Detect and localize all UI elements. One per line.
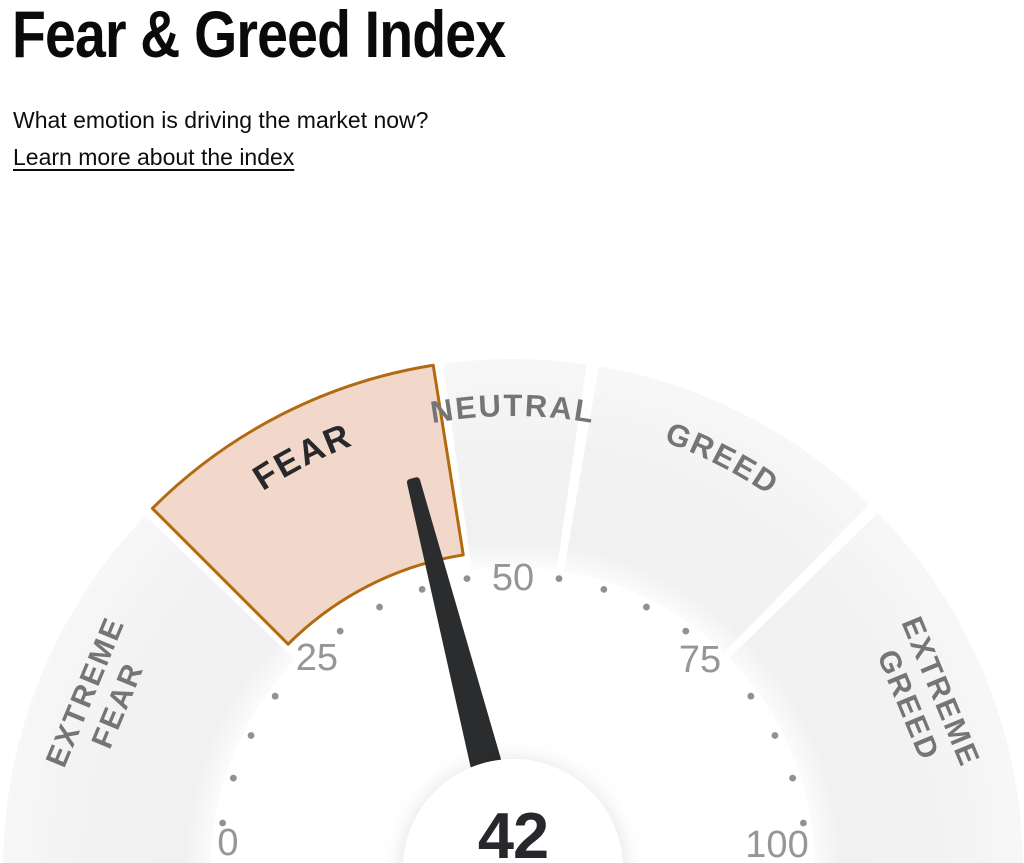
gauge-segment-extreme-greed	[729, 512, 1023, 863]
gauge-hub	[403, 759, 623, 863]
tick-dot	[219, 819, 227, 827]
tick-label-100: 100	[745, 824, 808, 863]
tick-dot	[682, 627, 690, 635]
tick-dot	[771, 732, 779, 739]
tick-dot	[747, 692, 755, 700]
tick-dot	[376, 603, 383, 611]
tick-dot	[789, 774, 797, 782]
tick-dot	[229, 774, 237, 782]
tick-dot	[799, 819, 807, 827]
gauge-value: 42	[478, 799, 548, 863]
tick-label-75: 75	[679, 639, 721, 681]
tick-dot	[418, 585, 426, 593]
gauge-segment-neutral	[443, 358, 587, 571]
gauge-segment-extreme-fear	[3, 515, 296, 863]
tick-label-50: 50	[492, 557, 534, 599]
tick-dot	[247, 732, 255, 739]
tick-dot	[600, 585, 608, 593]
learn-more-link[interactable]: Learn more about the index	[13, 144, 295, 170]
tick-dot	[336, 627, 344, 635]
tick-dot	[271, 692, 279, 700]
gauge-segment-greed	[563, 366, 870, 653]
tick-label-25: 25	[296, 637, 338, 679]
tick-dot	[463, 575, 471, 583]
tick-dot	[555, 575, 563, 583]
page-title: Fear & Greed Index	[12, 0, 506, 71]
tick-label-0: 0	[217, 822, 238, 863]
tick-dot	[643, 603, 650, 611]
gauge-segment-fear	[150, 363, 465, 646]
page-subtitle: What emotion is driving the market now?	[13, 107, 429, 133]
